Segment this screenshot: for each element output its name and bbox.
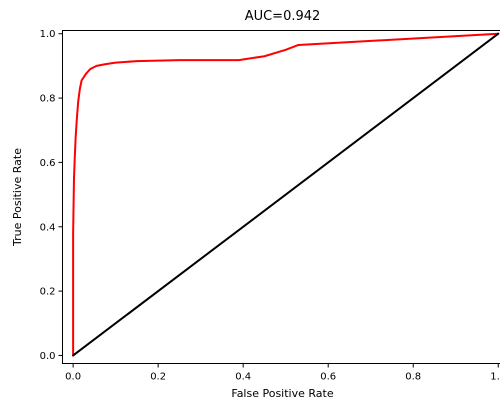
y-tick-label: 0.2 (40, 287, 56, 298)
y-axis-label: True Positive Rate (11, 148, 24, 247)
plot-area (73, 34, 498, 356)
x-tick-label: 0.2 (150, 372, 166, 383)
y-tick-label: 1.0 (40, 29, 56, 40)
chart-title: AUC=0.942 (245, 9, 321, 24)
x-axis-label: False Positive Rate (231, 387, 333, 400)
x-tick-label: 0.0 (65, 372, 81, 383)
chance-diagonal (73, 34, 498, 356)
x-tick-label: 0.6 (320, 372, 336, 383)
x-tick-label: 0.8 (405, 372, 421, 383)
x-tick-label: 0.4 (235, 372, 251, 383)
y-tick-label: 0.0 (40, 351, 56, 362)
y-tick-label: 0.8 (40, 94, 56, 105)
y-tick-label: 0.6 (40, 158, 56, 169)
x-tick-label: 1.0 (490, 372, 500, 383)
y-tick-label: 0.4 (40, 222, 56, 233)
